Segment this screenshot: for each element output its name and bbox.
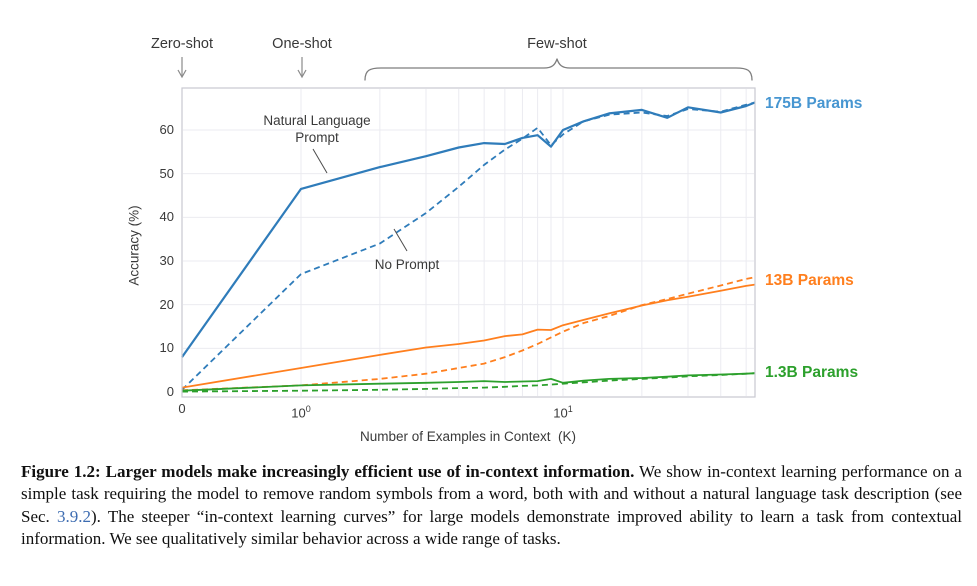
zero-shot-arrow-icon bbox=[177, 57, 187, 79]
caption-text-1: We show in-context learning performance … bbox=[21, 462, 962, 526]
x-tick-label: 100 bbox=[291, 404, 311, 421]
one-shot-arrow-icon bbox=[297, 57, 307, 79]
x-tick-label: 0 bbox=[178, 401, 186, 416]
nl-prompt-line1: Natural Language bbox=[263, 113, 371, 128]
legend-13b-params: 13B Params bbox=[765, 272, 854, 289]
x-tick-label: 101 bbox=[553, 404, 573, 421]
y-tick-label: 10 bbox=[159, 340, 174, 356]
y-tick-label: 20 bbox=[159, 296, 174, 312]
chart-figure: Zero-shot One-shot Few-shot Accuracy (%)… bbox=[126, 36, 863, 444]
y-tick-label: 50 bbox=[159, 165, 174, 181]
x-axis-title: Number of Examples in Context (K) bbox=[359, 429, 577, 444]
no-prompt-pointer-line bbox=[393, 228, 408, 252]
few-shot-brace-icon bbox=[364, 58, 753, 81]
figure-caption: Figure 1.2: Larger models make increasin… bbox=[21, 461, 962, 551]
few-shot-label: Few-shot bbox=[527, 36, 587, 52]
series-13b-np bbox=[181, 276, 756, 392]
zero-shot-label: Zero-shot bbox=[150, 36, 214, 52]
series-175b-np bbox=[181, 101, 756, 391]
y-tick-label: 30 bbox=[159, 252, 174, 268]
y-tick-label: 40 bbox=[159, 209, 174, 225]
series-175b-nl bbox=[181, 101, 756, 358]
legend-1-3b-params: 1.3B Params bbox=[765, 364, 859, 381]
one-shot-label: One-shot bbox=[272, 36, 332, 52]
section-3-9-2-link[interactable]: 3.9.2 bbox=[57, 506, 92, 526]
nl-prompt-pointer-line bbox=[312, 148, 328, 174]
y-tick-label: 0 bbox=[166, 384, 174, 399]
legend-175b-params: 175B Params bbox=[765, 95, 863, 112]
chart-generated-layer bbox=[181, 89, 756, 396]
plot-frame bbox=[181, 87, 756, 398]
series-1.3b-np bbox=[181, 372, 755, 393]
no-prompt-annotation: No Prompt bbox=[374, 257, 440, 272]
y-tick-label: 60 bbox=[159, 121, 174, 137]
series-13b-nl bbox=[181, 283, 756, 389]
series-1.3b-nl bbox=[181, 372, 755, 392]
caption-bold-title: Figure 1.2: Larger models make increasin… bbox=[21, 462, 635, 481]
natural-language-prompt-annotation: Natural Language Prompt bbox=[248, 112, 386, 146]
caption-text-2: ). The steeper “in-context learning curv… bbox=[21, 506, 963, 549]
nl-prompt-line2: Prompt bbox=[295, 130, 339, 145]
y-axis-title: Accuracy (%) bbox=[126, 205, 142, 286]
plot-canvas bbox=[177, 57, 756, 398]
